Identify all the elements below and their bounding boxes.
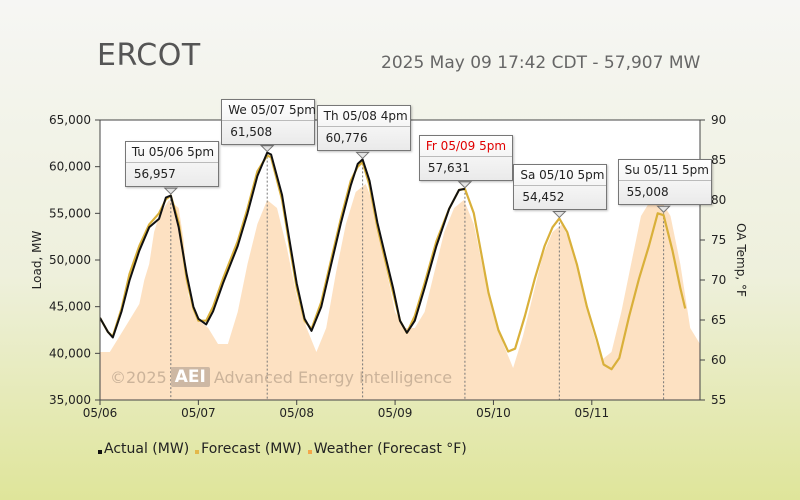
- x-tick-label: 05/08: [279, 406, 314, 420]
- peak-tooltip: Fr 05/09 5pm 57,631: [418, 134, 513, 181]
- y-tick-label: 60,000: [49, 160, 91, 174]
- tooltip-pointer: [355, 151, 370, 160]
- x-tick-label: 05/06: [83, 406, 118, 420]
- tooltip-pointer: [163, 187, 179, 195]
- tooltip-value: 60,776: [325, 131, 368, 146]
- chart-title: ERCOT: [97, 38, 201, 73]
- y-tick-label: 55,000: [49, 206, 91, 220]
- legend-swatch-weather: [307, 450, 312, 454]
- legend-item-weather[interactable]: Weather (Forecast °F): [307, 441, 467, 457]
- actual-line: [100, 151, 466, 339]
- y-tick-label: 35,000: [49, 393, 91, 407]
- tooltip-day: We 05/07 5pm: [222, 100, 316, 121]
- tooltip-value: 54,452: [522, 190, 565, 205]
- y-tick-label: 40,000: [49, 346, 91, 360]
- tooltip-value: 61,508: [230, 124, 273, 139]
- tooltip-value: 57,631: [427, 160, 470, 175]
- x-tick-label: 05/07: [181, 406, 216, 420]
- watermark-copyright: ©2025: [110, 367, 167, 387]
- y2-tick-label: 60: [711, 353, 726, 367]
- tooltip-pointer: [656, 205, 671, 213]
- y2-tick-label: 55: [711, 393, 726, 407]
- y-tick-label: 65,000: [49, 113, 91, 127]
- y-tick-label: 50,000: [49, 253, 91, 267]
- legend-label-actual: Actual (MW): [104, 441, 190, 457]
- tooltip-day: Sa 05/10 5pm: [514, 165, 607, 187]
- tooltip-pointer: [457, 181, 473, 189]
- tooltip-day: Tu 05/06 5pm: [125, 142, 218, 164]
- legend: Actual (MW) Forecast (MW) Weather (Forec…: [98, 441, 467, 457]
- tooltip-pointer: [552, 210, 567, 219]
- peak-tooltip: Sa 05/10 5pm 54,452: [513, 164, 608, 211]
- y2-tick-label: 65: [711, 313, 726, 327]
- x-tick-label: 05/10: [476, 406, 511, 420]
- legend-item-actual[interactable]: Actual (MW): [98, 441, 189, 457]
- x-tick-label: 05/11: [575, 406, 610, 420]
- y2-tick-label: 80: [711, 193, 726, 207]
- tooltip-value: 55,008: [626, 185, 669, 200]
- y2-tick-label: 75: [711, 233, 726, 247]
- watermark: ©2025 AEI Advanced Energy Intelligence: [110, 367, 452, 387]
- tooltip-day: Th 05/08 4pm: [317, 106, 410, 128]
- timestamp-readout: 2025 May 09 17:42 CDT - 57,907 MW: [381, 53, 701, 73]
- weather-area: [100, 184, 700, 400]
- y2-tick-label: 90: [711, 113, 726, 127]
- tooltip-value: 56,957: [133, 167, 176, 182]
- peak-tooltip: We 05/07 5pm 61,508: [221, 98, 316, 145]
- peak-tooltip: Th 05/08 4pm 60,776: [316, 105, 411, 152]
- legend-item-forecast[interactable]: Forecast (MW): [195, 441, 302, 457]
- legend-label-forecast: Forecast (MW): [201, 441, 302, 457]
- legend-label-weather: Weather (Forecast °F): [313, 441, 467, 457]
- y2-tick-label: 85: [711, 153, 726, 167]
- legend-swatch-forecast: [195, 450, 200, 454]
- y2-tick-label: 70: [711, 273, 726, 287]
- tooltip-day: Su 05/11 5pm: [618, 160, 711, 182]
- legend-swatch-actual: [98, 450, 102, 454]
- y-axis-label: Load, MW: [30, 231, 44, 290]
- peak-tooltip: Tu 05/06 5pm 56,957: [124, 141, 219, 188]
- tooltip-day: Fr 05/09 5pm: [419, 136, 512, 157]
- aei-logo: AEI: [170, 367, 210, 387]
- watermark-text: Advanced Energy Intelligence: [213, 367, 453, 387]
- x-tick-label: 05/09: [378, 406, 413, 420]
- tooltip-pointer: [260, 145, 275, 153]
- peak-tooltip: Su 05/11 5pm 55,008: [617, 159, 712, 206]
- y-tick-label: 45,000: [49, 300, 91, 314]
- y2-axis-label: OA Temp, °F: [734, 223, 748, 297]
